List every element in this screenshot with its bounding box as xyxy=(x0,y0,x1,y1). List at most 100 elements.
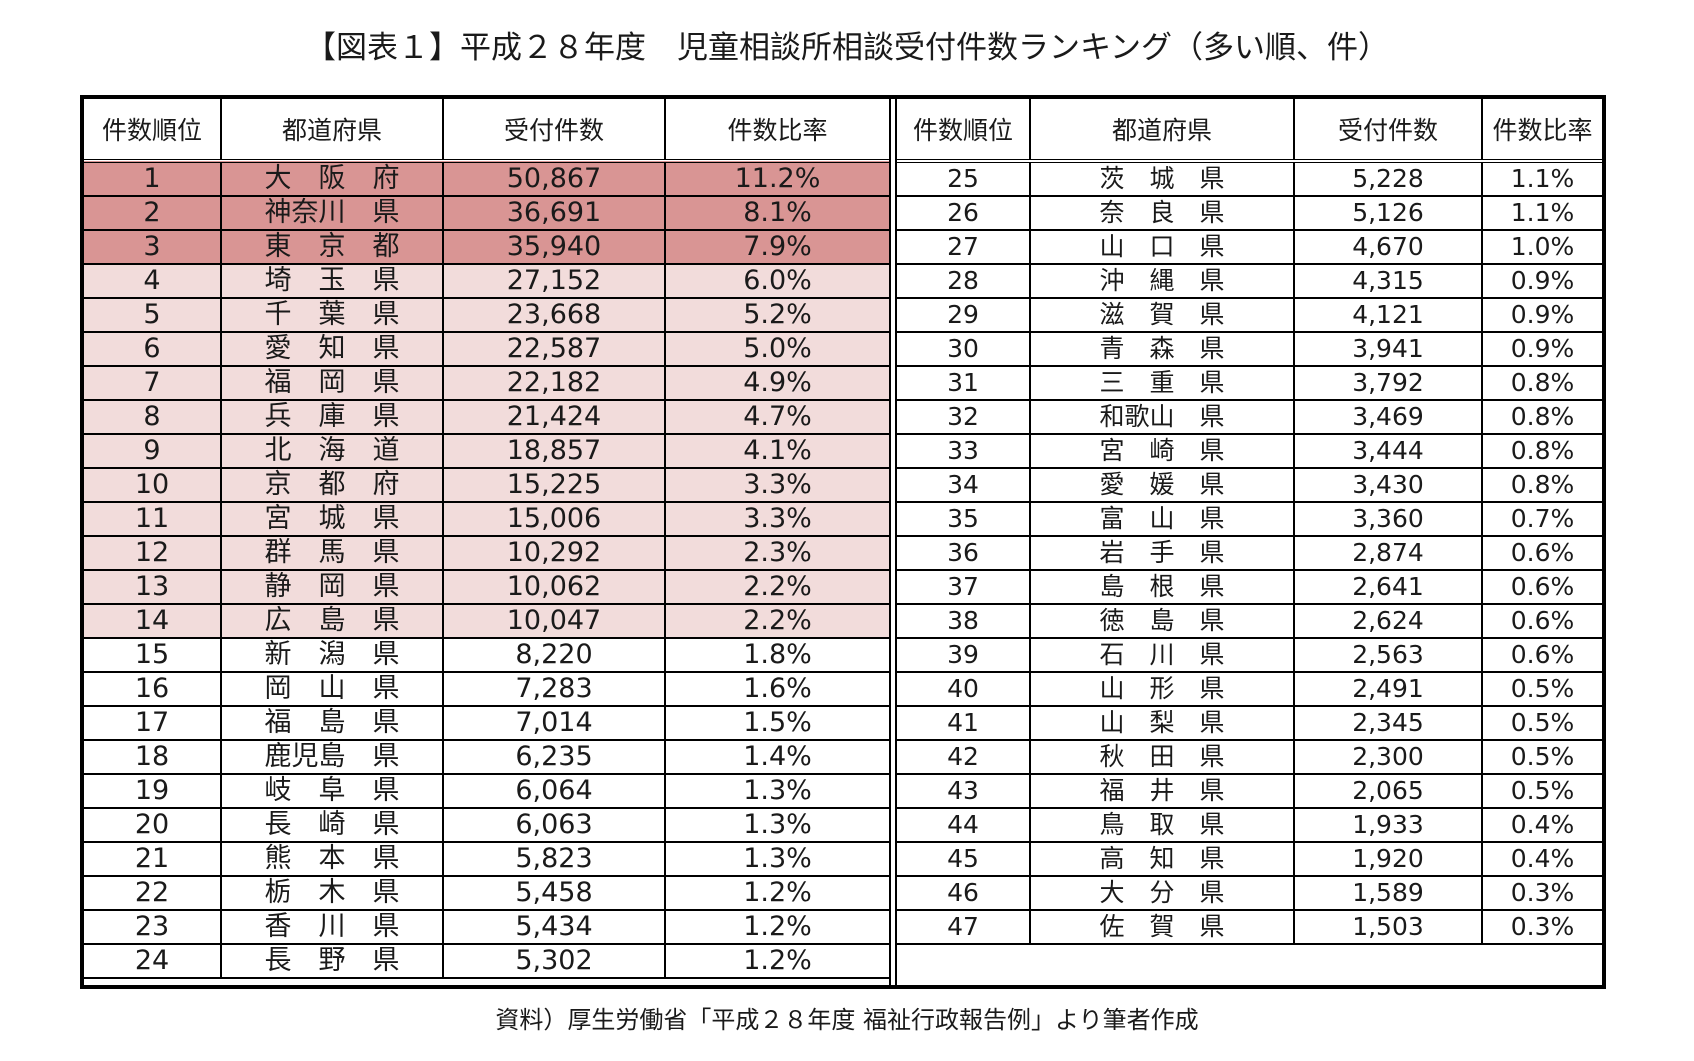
cell-ratio: 0.9% xyxy=(1482,264,1602,299)
cell-prefecture: 熊 本 県 xyxy=(221,842,444,877)
cell-prefecture: 愛 知 県 xyxy=(221,332,444,367)
cell-prefecture: 奈 良 県 xyxy=(1030,196,1295,231)
cell-rank: 45 xyxy=(897,842,1031,877)
cell-rank: 47 xyxy=(897,910,1031,945)
cell-rank: 12 xyxy=(84,536,222,571)
header-count: 受付件数 xyxy=(443,99,666,163)
cell-ratio: 0.8% xyxy=(1482,366,1602,401)
cell-prefecture: 富 山 県 xyxy=(1030,502,1295,537)
cell-count: 2,624 xyxy=(1294,604,1483,639)
table-row: 25 茨 城 県 5,228 1.1% xyxy=(897,161,1602,197)
cell-prefecture: 大 阪 府 xyxy=(221,161,444,197)
cell-ratio: 1.5% xyxy=(665,706,889,741)
table-row: 22 栃 木 県 5,458 1.2% xyxy=(84,876,889,911)
header-count: 受付件数 xyxy=(1294,99,1483,163)
cell-count: 3,444 xyxy=(1294,434,1483,469)
table-row: 23 香 川 県 5,434 1.2% xyxy=(84,910,889,945)
cell-rank: 28 xyxy=(897,264,1031,299)
cell-prefecture: 和歌山 県 xyxy=(1030,400,1295,435)
header-rank: 件数順位 xyxy=(84,99,222,163)
cell-rank: 25 xyxy=(897,161,1031,197)
cell-count: 3,941 xyxy=(1294,332,1483,367)
cell-ratio: 0.5% xyxy=(1482,740,1602,775)
cell-count: 10,047 xyxy=(443,604,666,639)
source-note: 資料）厚生労働省「平成２８年度 福祉行政報告例」より筆者作成 xyxy=(495,1006,1199,1034)
header-row: 件数順位 都道府県 受付件数 件数比率 xyxy=(897,99,1602,163)
cell-rank: 10 xyxy=(84,468,222,503)
cell-ratio: 3.3% xyxy=(665,468,889,503)
cell-ratio: 2.2% xyxy=(665,604,889,639)
cell-rank: 23 xyxy=(84,910,222,945)
cell-rank: 21 xyxy=(84,842,222,877)
cell-rank: 11 xyxy=(84,502,222,537)
cell-count: 35,940 xyxy=(443,230,666,265)
cell-ratio: 1.8% xyxy=(665,638,889,673)
table-row: 34 愛 媛 県 3,430 0.8% xyxy=(897,468,1602,503)
cell-ratio: 1.4% xyxy=(665,740,889,775)
cell-prefecture: 福 島 県 xyxy=(221,706,444,741)
cell-prefecture: 山 形 県 xyxy=(1030,672,1295,707)
cell-count: 4,121 xyxy=(1294,298,1483,333)
cell-prefecture: 宮 崎 県 xyxy=(1030,434,1295,469)
cell-ratio: 0.6% xyxy=(1482,570,1602,605)
cell-prefecture: 滋 賀 県 xyxy=(1030,298,1295,333)
cell-prefecture: 群 馬 県 xyxy=(221,536,444,571)
table-row: 42 秋 田 県 2,300 0.5% xyxy=(897,740,1602,775)
table-row: 39 石 川 県 2,563 0.6% xyxy=(897,638,1602,673)
cell-count: 3,792 xyxy=(1294,366,1483,401)
cell-ratio: 0.6% xyxy=(1482,536,1602,571)
cell-rank: 22 xyxy=(84,876,222,911)
cell-ratio: 0.8% xyxy=(1482,468,1602,503)
table-row: 19 岐 阜 県 6,064 1.3% xyxy=(84,774,889,809)
cell-ratio: 1.3% xyxy=(665,774,889,809)
cell-rank: 18 xyxy=(84,740,222,775)
table-row: 18 鹿児島 県 6,235 1.4% xyxy=(84,740,889,775)
cell-rank: 42 xyxy=(897,740,1031,775)
cell-ratio: 0.8% xyxy=(1482,434,1602,469)
cell-prefecture: 山 口 県 xyxy=(1030,230,1295,265)
header-prefecture: 都道府県 xyxy=(1030,99,1295,163)
cell-rank: 6 xyxy=(84,332,222,367)
cell-ratio: 0.6% xyxy=(1482,604,1602,639)
table-row: 28 沖 縄 県 4,315 0.9% xyxy=(897,264,1602,299)
cell-count: 15,225 xyxy=(443,468,666,503)
cell-prefecture: 鳥 取 県 xyxy=(1030,808,1295,843)
cell-count: 10,062 xyxy=(443,570,666,605)
cell-count: 1,933 xyxy=(1294,808,1483,843)
cell-ratio: 0.4% xyxy=(1482,842,1602,877)
cell-rank: 41 xyxy=(897,706,1031,741)
table-row: 31 三 重 県 3,792 0.8% xyxy=(897,366,1602,401)
table-row: 2 神奈川 県 36,691 8.1% xyxy=(84,196,889,231)
cell-rank: 38 xyxy=(897,604,1031,639)
cell-rank: 33 xyxy=(897,434,1031,469)
cell-count: 2,874 xyxy=(1294,536,1483,571)
table-row: 27 山 口 県 4,670 1.0% xyxy=(897,230,1602,265)
cell-count: 5,302 xyxy=(443,944,666,979)
cell-ratio: 8.1% xyxy=(665,196,889,231)
cell-rank: 36 xyxy=(897,536,1031,571)
cell-rank: 46 xyxy=(897,876,1031,911)
cell-prefecture: 宮 城 県 xyxy=(221,502,444,537)
cell-rank: 31 xyxy=(897,366,1031,401)
cell-prefecture: 広 島 県 xyxy=(221,604,444,639)
cell-prefecture: 千 葉 県 xyxy=(221,298,444,333)
cell-ratio: 1.2% xyxy=(665,944,889,979)
cell-count: 5,228 xyxy=(1294,161,1483,197)
header-row: 件数順位 都道府県 受付件数 件数比率 xyxy=(84,99,889,163)
cell-ratio: 5.2% xyxy=(665,298,889,333)
table-row: 37 島 根 県 2,641 0.6% xyxy=(897,570,1602,605)
cell-prefecture: 福 岡 県 xyxy=(221,366,444,401)
cell-prefecture: 長 野 県 xyxy=(221,944,444,979)
cell-prefecture: 石 川 県 xyxy=(1030,638,1295,673)
cell-ratio: 0.9% xyxy=(1482,298,1602,333)
cell-rank: 39 xyxy=(897,638,1031,673)
cell-count: 18,857 xyxy=(443,434,666,469)
cell-count: 7,014 xyxy=(443,706,666,741)
cell-count: 15,006 xyxy=(443,502,666,537)
cell-count: 27,152 xyxy=(443,264,666,299)
cell-rank: 43 xyxy=(897,774,1031,809)
cell-count: 22,182 xyxy=(443,366,666,401)
